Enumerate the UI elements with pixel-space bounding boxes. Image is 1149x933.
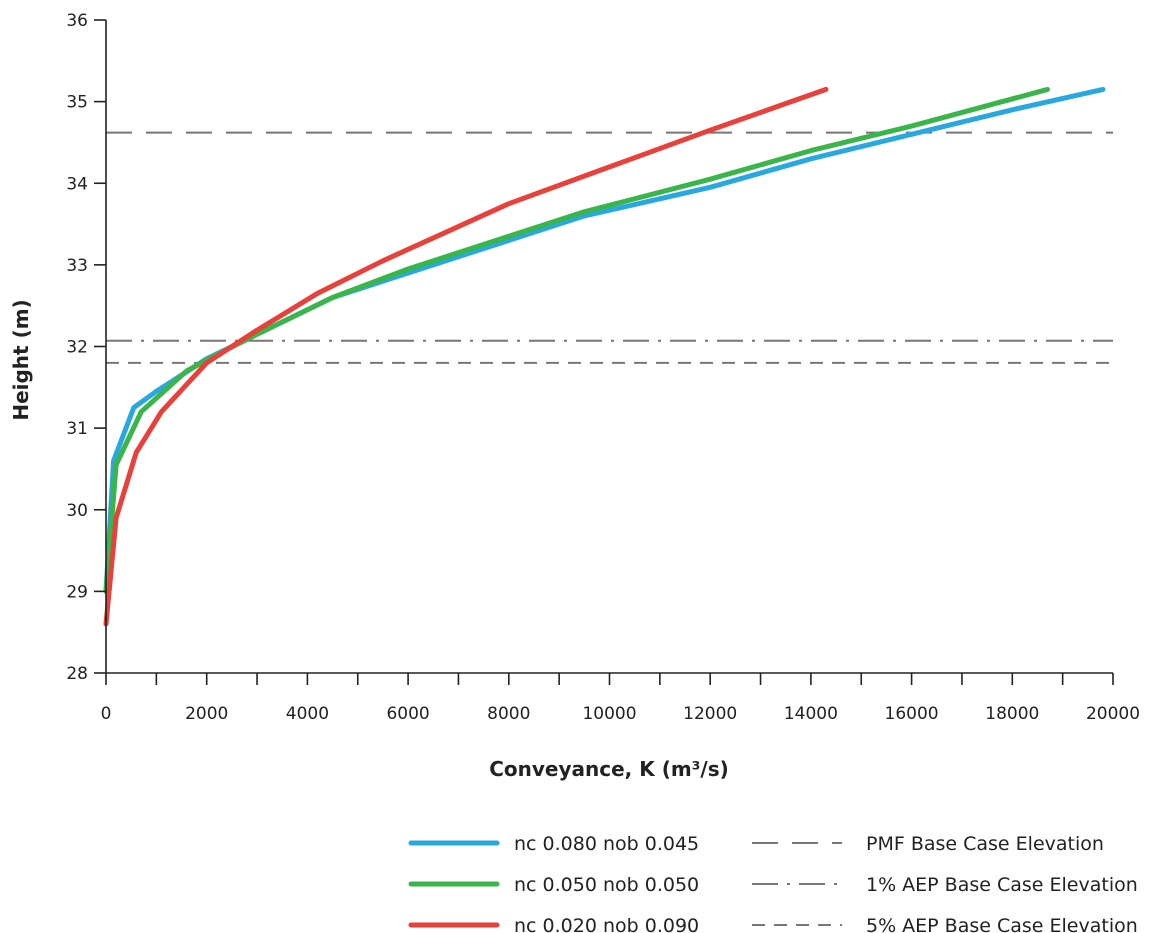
y-tick-label: 28 (66, 664, 88, 684)
legend-label: nc 0.080 nob 0.045 (514, 833, 699, 855)
axes (105, 20, 1113, 674)
series-line (103, 86, 1050, 594)
y-tick-label: 36 (66, 11, 88, 31)
x-tick-label: 12000 (683, 704, 737, 724)
legend: nc 0.080 nob 0.045 nc 0.050 nob 0.050 nc 0… (408, 833, 1138, 933)
y-tick-label: 30 (66, 501, 88, 521)
x-axis-title: Conveyance, K (m³/s) (489, 757, 729, 781)
x-ticks: 0 2000 4000 6000 8000 10000 12000 14000 16000 180… (101, 673, 1140, 724)
y-tick-label: 35 (66, 93, 88, 113)
x-tick-label: 4000 (286, 704, 329, 724)
y-ticks: 28 29 30 31 32 33 34 35 36 (66, 11, 106, 684)
legend-label: nc 0.050 nob 0.050 (514, 874, 699, 896)
data-series (103, 86, 1106, 627)
legend-label: 5% AEP Base Case Elevation (866, 915, 1138, 933)
y-tick-label: 32 (66, 338, 88, 358)
x-tick-label: 14000 (784, 704, 838, 724)
x-tick-label: 0 (101, 704, 112, 724)
reference-lines (106, 131, 1113, 364)
y-tick-label: 31 (66, 419, 88, 439)
x-tick-label: 6000 (386, 704, 429, 724)
legend-label: 1% AEP Base Case Elevation (866, 874, 1138, 896)
y-tick-label: 33 (66, 256, 88, 276)
x-tick-label: 18000 (985, 704, 1039, 724)
x-tick-label: 16000 (885, 704, 939, 724)
y-tick-label: 34 (66, 174, 88, 194)
y-tick-label: 29 (66, 582, 88, 602)
series-line (103, 86, 829, 627)
x-tick-label: 10000 (582, 704, 636, 724)
y-axis-title: Height (m) (9, 299, 33, 420)
x-tick-label: 2000 (185, 704, 228, 724)
x-tick-label: 20000 (1086, 704, 1140, 724)
x-tick-label: 8000 (487, 704, 530, 724)
legend-label: PMF Base Case Elevation (866, 833, 1104, 855)
legend-label: nc 0.020 nob 0.090 (514, 915, 699, 933)
